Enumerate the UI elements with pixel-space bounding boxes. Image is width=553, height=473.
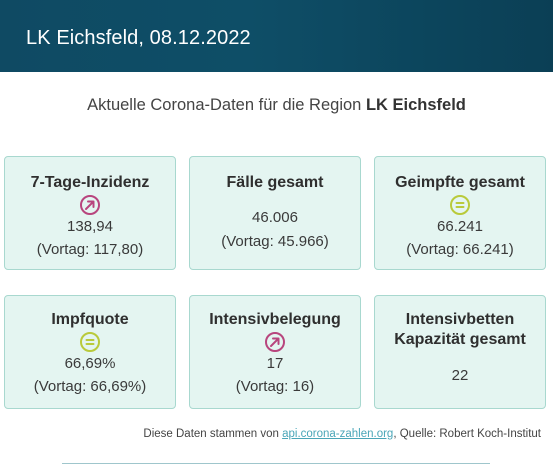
- source-link[interactable]: api.corona-zahlen.org: [282, 428, 394, 440]
- card-intensivbelegung: Intensivbelegung 17 (Vortag: 16): [189, 295, 361, 409]
- card-value: 66,69%: [64, 355, 116, 372]
- card-title: Geimpfte gesamt: [395, 174, 525, 191]
- trend-up-icon: [80, 195, 100, 215]
- card-previous: (Vortag: 16): [235, 378, 315, 395]
- trend-up-icon: [265, 332, 285, 352]
- subtitle-prefix: Aktuelle Corona-Daten für die Region: [87, 96, 366, 114]
- card-value: 66.241: [437, 218, 483, 235]
- card-value: 46.006: [252, 209, 298, 226]
- card-faelle-gesamt: Fälle gesamt 46.006 (Vortag: 45.966): [189, 156, 361, 270]
- equal-icon: [450, 195, 470, 215]
- subtitle-region: LK Eichsfeld: [365, 96, 466, 114]
- card-title: Intensivbelegung: [209, 311, 341, 328]
- card-previous: (Vortag: 66.241): [406, 241, 514, 258]
- card-previous: (Vortag: 117,80): [36, 241, 144, 258]
- source-note: Diese Daten stammen von api.corona-zahle…: [143, 428, 541, 440]
- card-previous: (Vortag: 45.966): [221, 233, 329, 250]
- footer-divider: [62, 463, 490, 464]
- card-impfquote: Impfquote 66,69% (Vortag: 66,69%): [4, 295, 176, 409]
- header-banner: LK Eichsfeld, 08.12.2022: [0, 0, 553, 72]
- card-previous: (Vortag: 66,69%): [33, 378, 147, 395]
- card-title-line1: Intensivbetten: [405, 311, 515, 328]
- page-title: LK Eichsfeld, 08.12.2022: [26, 27, 251, 49]
- source-prefix: Diese Daten stammen von: [143, 428, 283, 440]
- card-intensivbetten-kapazitaet: Intensivbetten Kapazität gesamt 22: [374, 295, 546, 409]
- card-value: 17: [266, 355, 284, 372]
- card-title-line2: Kapazität gesamt: [394, 331, 526, 348]
- region-subtitle: Aktuelle Corona-Daten für die Region LK …: [0, 96, 553, 115]
- card-title: Fälle gesamt: [226, 174, 324, 191]
- card-value: 22: [451, 367, 469, 384]
- equal-icon: [80, 332, 100, 352]
- card-title: Impfquote: [51, 311, 129, 328]
- card-title: 7-Tage-Inzidenz: [30, 174, 150, 191]
- source-suffix: , Quelle: Robert Koch-Institut: [393, 428, 541, 440]
- card-value: 138,94: [67, 218, 113, 235]
- card-7-tage-inzidenz: 7-Tage-Inzidenz 138,94 (Vortag: 117,80): [4, 156, 176, 270]
- card-geimpfte-gesamt: Geimpfte gesamt 66.241 (Vortag: 66.241): [374, 156, 546, 270]
